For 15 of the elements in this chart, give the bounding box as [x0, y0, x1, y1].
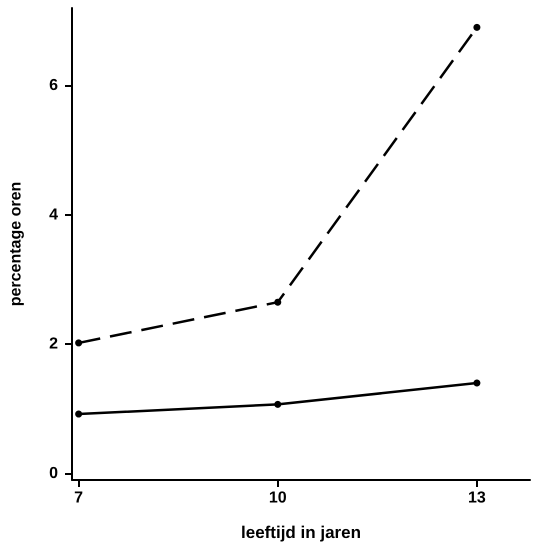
point — [274, 298, 282, 306]
x-axis-title: leeftijd in jaren — [241, 523, 361, 542]
y-tick-label: 6 — [49, 77, 58, 94]
point — [75, 410, 82, 418]
x-tick-label: 10 — [268, 490, 287, 506]
point — [274, 400, 282, 408]
x-tick-label: 13 — [468, 490, 486, 506]
x-tick-label: 7 — [74, 490, 84, 506]
y-axis-title: percentage oren — [8, 182, 24, 306]
point — [75, 339, 82, 346]
y-tick-label: 0 — [49, 465, 58, 482]
y-tick-label: 2 — [49, 336, 58, 353]
point — [473, 24, 480, 31]
y-tick-label: 4 — [49, 206, 58, 224]
point — [473, 380, 480, 387]
